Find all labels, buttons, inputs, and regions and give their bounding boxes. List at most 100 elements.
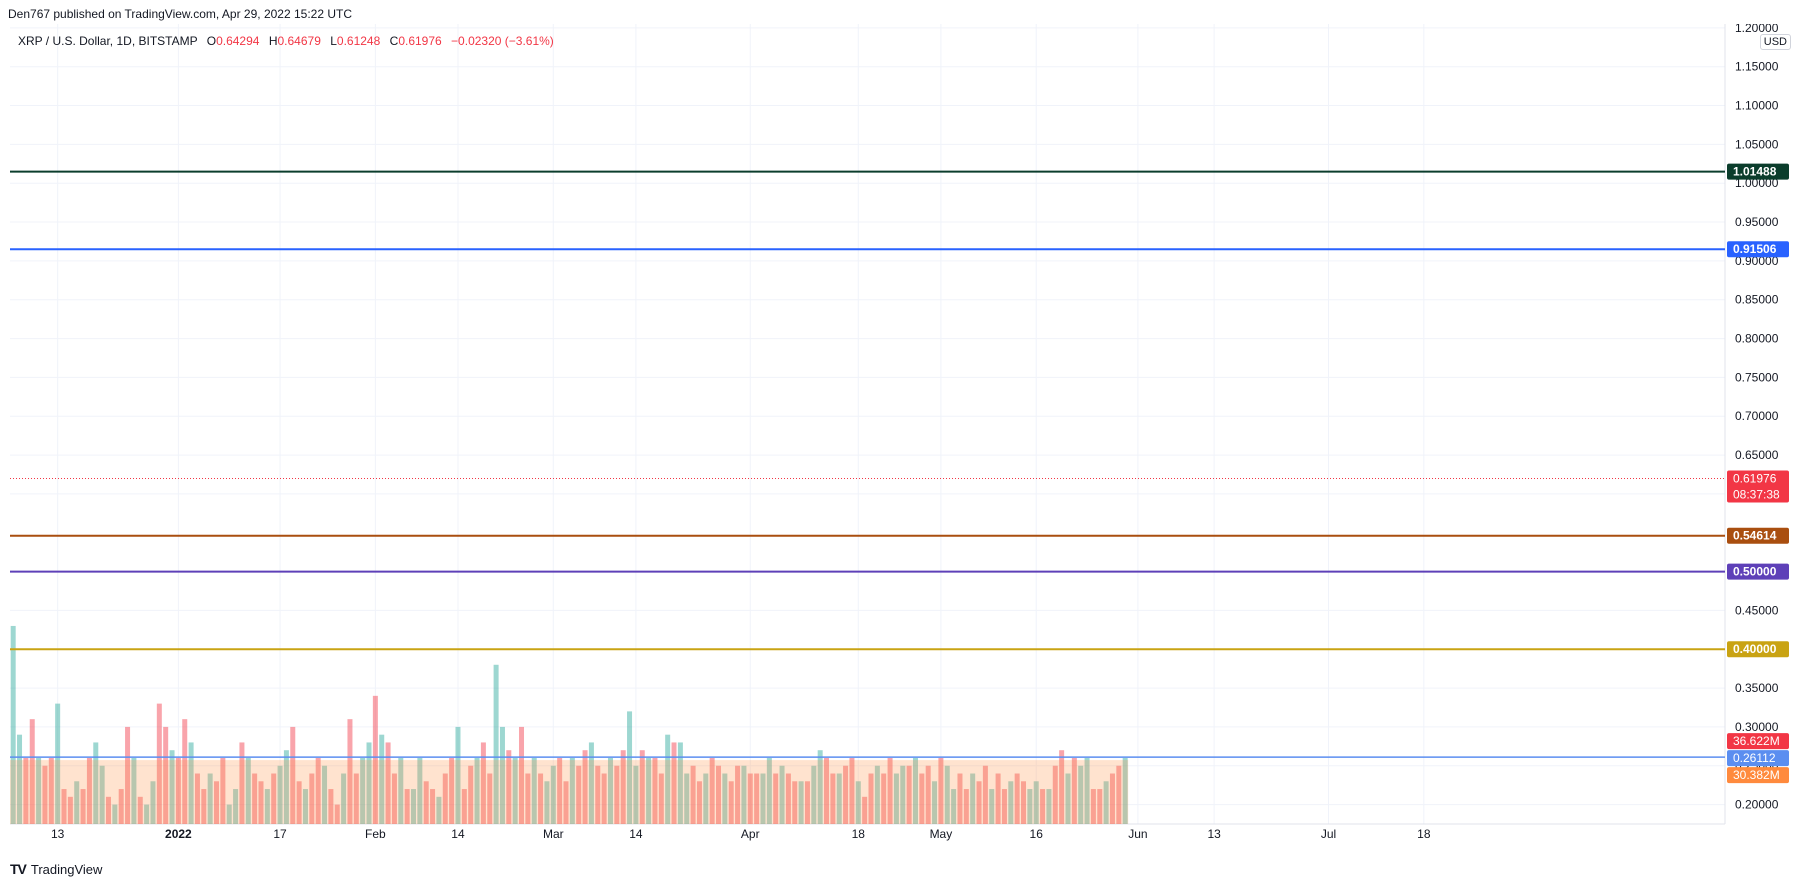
volume-bar xyxy=(1103,781,1109,824)
volume-bar xyxy=(385,742,391,824)
y-tick-label: 0.70000 xyxy=(1735,409,1779,423)
volume-bar xyxy=(36,757,42,824)
volume-bar xyxy=(201,789,207,824)
volume-bar xyxy=(652,757,658,824)
volume-bar xyxy=(341,773,347,824)
volume-bar xyxy=(233,789,239,824)
x-tick-label: May xyxy=(930,827,953,841)
volume-bar xyxy=(544,781,550,824)
volume-bar xyxy=(360,757,366,824)
x-tick-label: 13 xyxy=(1207,827,1221,841)
volume-bar xyxy=(61,789,67,824)
volume-bar xyxy=(214,781,220,824)
volume-bar xyxy=(538,773,544,824)
volume-bar xyxy=(557,757,563,824)
level-price-badge xyxy=(1727,563,1789,580)
legend-high-label: H xyxy=(268,34,278,48)
volume-bar xyxy=(696,781,702,824)
volume-bar xyxy=(1046,789,1052,824)
y-tick-label: 1.20000 xyxy=(1735,24,1779,35)
volume-bar xyxy=(855,781,861,824)
currency-unit-badge[interactable]: USD xyxy=(1759,34,1791,50)
volume-bar xyxy=(843,765,849,824)
volume-bar xyxy=(906,765,912,824)
volume-bar xyxy=(970,773,976,824)
volume-bar xyxy=(957,773,963,824)
volume-bar xyxy=(347,719,353,824)
volume-bar xyxy=(614,765,620,824)
tradingview-brand: TradingView xyxy=(30,861,103,877)
volume-bar xyxy=(245,757,251,824)
volume-bar xyxy=(633,765,639,824)
volume-bar xyxy=(881,773,887,824)
volume-bar xyxy=(410,789,416,824)
volume-bar xyxy=(506,750,512,824)
volume-bar xyxy=(86,757,92,824)
volume-bar xyxy=(436,796,442,824)
volume-bar xyxy=(328,789,334,824)
volume-bar xyxy=(1090,789,1096,824)
volume-bar xyxy=(67,796,73,824)
volume-bar xyxy=(112,804,118,824)
volume-bar xyxy=(379,734,385,824)
volume-bar xyxy=(1021,781,1027,824)
volume-bar xyxy=(296,781,302,824)
level-price-badge xyxy=(1727,527,1789,544)
volume-bar xyxy=(137,796,143,824)
volume-bar xyxy=(99,765,105,824)
volume-bar xyxy=(849,757,855,824)
y-tick-label: 0.30000 xyxy=(1735,720,1779,734)
y-tick-label: 0.35000 xyxy=(1735,681,1779,695)
volume-bar xyxy=(684,773,690,824)
volume-ma-label: 0.26112 xyxy=(1733,751,1776,765)
volume-bar xyxy=(290,726,296,824)
volume-bar xyxy=(499,726,505,824)
legend-high-value: 0.64679 xyxy=(277,34,321,48)
volume-bar xyxy=(519,726,525,824)
x-tick-label: 18 xyxy=(1417,827,1431,841)
volume-bar xyxy=(646,757,652,824)
volume-bar xyxy=(398,757,404,824)
volume-bar xyxy=(944,765,950,824)
volume-bar xyxy=(760,773,766,824)
legend-close-label: C xyxy=(389,34,399,48)
legend-open-value: 0.64294 xyxy=(216,34,260,48)
volume-bar xyxy=(512,757,518,824)
volume-bar xyxy=(932,781,938,824)
volume-bar xyxy=(754,773,760,824)
volume-bar xyxy=(677,742,683,824)
chart-area[interactable]: 0.200000.250000.300000.350000.450000.600… xyxy=(0,24,1803,842)
volume-bar xyxy=(372,695,378,824)
volume-bar xyxy=(785,773,791,824)
volume-bar xyxy=(1084,757,1090,824)
price-chart-svg[interactable]: 0.200000.250000.300000.350000.450000.600… xyxy=(0,24,1803,842)
level-price-badge xyxy=(1727,241,1789,258)
x-tick-label: 16 xyxy=(1030,827,1044,841)
volume-bar xyxy=(1116,765,1122,824)
volume-bar xyxy=(963,789,969,824)
volume-bar xyxy=(252,773,258,824)
volume-bar xyxy=(1040,789,1046,824)
volume-bar xyxy=(703,773,709,824)
volume-bar xyxy=(220,757,226,824)
volume-bar xyxy=(480,742,486,824)
y-tick-label: 1.05000 xyxy=(1735,137,1779,151)
volume-bar xyxy=(798,781,804,824)
legend-open-label: O xyxy=(206,34,217,48)
volume-bar xyxy=(1097,789,1103,824)
volume-bar xyxy=(322,765,328,824)
y-tick-label: 0.85000 xyxy=(1735,293,1779,307)
volume-bar xyxy=(55,703,61,824)
volume-bar xyxy=(951,789,957,824)
volume-bar xyxy=(836,773,842,824)
level-price-label: 0.50000 xyxy=(1733,565,1777,579)
volume-bar xyxy=(163,726,169,824)
volume-bar xyxy=(982,765,988,824)
volume-bar xyxy=(817,750,823,824)
volume-bar xyxy=(93,742,99,824)
x-tick-label: 17 xyxy=(273,827,287,841)
y-tick-label: 0.80000 xyxy=(1735,332,1779,346)
volume-bar xyxy=(449,757,455,824)
x-tick-label: Jul xyxy=(1321,827,1336,841)
volume-bar xyxy=(468,765,474,824)
